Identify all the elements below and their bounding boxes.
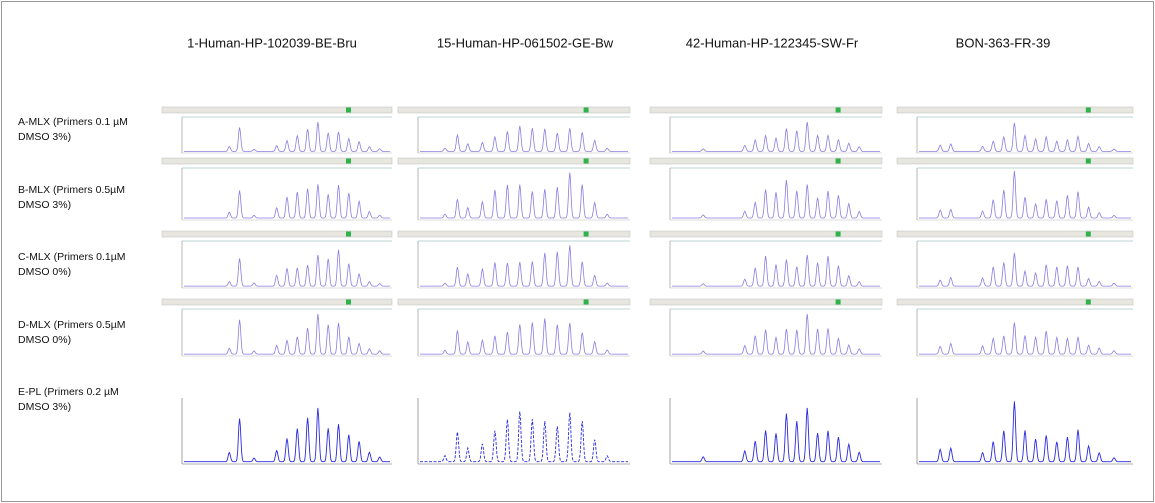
trace	[420, 245, 628, 286]
trace	[919, 123, 1131, 152]
status-icon	[346, 300, 351, 305]
panel-header-bar	[897, 299, 1133, 305]
panel-header-bar	[162, 107, 392, 113]
status-icon	[584, 300, 589, 305]
trace	[184, 184, 390, 218]
trace	[672, 314, 880, 354]
trace	[420, 126, 628, 151]
row-label: DMSO 0%)	[18, 334, 71, 346]
panel-header-bar	[398, 107, 630, 113]
row-label: DMSO 0%)	[18, 266, 71, 278]
trace	[184, 314, 390, 354]
panel-header-bar	[650, 231, 882, 237]
status-icon	[1086, 108, 1091, 113]
panel-header-bar	[162, 158, 392, 164]
status-icon	[836, 108, 841, 113]
trace	[184, 408, 390, 462]
column-header: 15-Human-HP-061502-GE-Bw	[437, 35, 614, 50]
row-label: E-PL (Primers 0.2 µM	[18, 386, 119, 398]
row-label: DMSO 3%)	[18, 199, 71, 211]
status-icon	[836, 232, 841, 237]
status-icon	[1086, 232, 1091, 237]
panel-header-bar	[897, 231, 1133, 237]
frame	[2, 2, 1154, 502]
trace	[919, 171, 1131, 218]
trace	[672, 255, 880, 286]
status-icon	[346, 232, 351, 237]
trace	[672, 180, 880, 218]
column-header: 1-Human-HP-102039-BE-Bru	[187, 35, 357, 50]
panel-header-bar	[162, 231, 392, 237]
panel-header-bar	[398, 158, 630, 164]
trace	[420, 318, 628, 354]
status-icon	[584, 108, 589, 113]
figure: 1-Human-HP-102039-BE-Bru 15-Human-HP-0615…	[0, 0, 1155, 503]
panel-header-bar	[398, 231, 630, 237]
trace	[420, 173, 628, 218]
panel-header-bar	[650, 158, 882, 164]
trace	[672, 408, 880, 462]
trace	[919, 253, 1131, 286]
column-header: BON-363-FR-39	[956, 35, 1051, 50]
row-label: DMSO 3%)	[18, 401, 71, 413]
row-label: A-MLX (Primers 0.1 µM	[18, 116, 128, 128]
figure-canvas: 1-Human-HP-102039-BE-Bru 15-Human-HP-0615…	[0, 0, 1155, 503]
status-icon	[836, 300, 841, 305]
panel-header-bar	[897, 107, 1133, 113]
panel-header-bar	[650, 107, 882, 113]
status-icon	[584, 159, 589, 164]
row-label: C-MLX (Primers 0.1µM	[18, 251, 126, 263]
status-icon	[836, 159, 841, 164]
status-icon	[346, 159, 351, 164]
panel-header-bar	[162, 299, 392, 305]
status-icon	[1086, 300, 1091, 305]
trace	[420, 412, 628, 462]
row-label: D-MLX (Primers 0.5µM	[18, 319, 126, 331]
status-icon	[1086, 159, 1091, 164]
status-icon	[584, 232, 589, 237]
panel-header-bar	[398, 299, 630, 305]
trace	[919, 323, 1131, 355]
panel-header-bar	[897, 158, 1133, 164]
row-label: DMSO 3%)	[18, 131, 71, 143]
panel-header-bar	[650, 299, 882, 305]
row-label: B-MLX (Primers 0.5µM	[18, 184, 125, 196]
trace	[184, 250, 390, 286]
status-icon	[346, 108, 351, 113]
trace	[919, 401, 1131, 461]
trace	[672, 122, 880, 151]
trace	[184, 122, 390, 151]
column-header: 42-Human-HP-122345-SW-Fr	[686, 35, 859, 50]
